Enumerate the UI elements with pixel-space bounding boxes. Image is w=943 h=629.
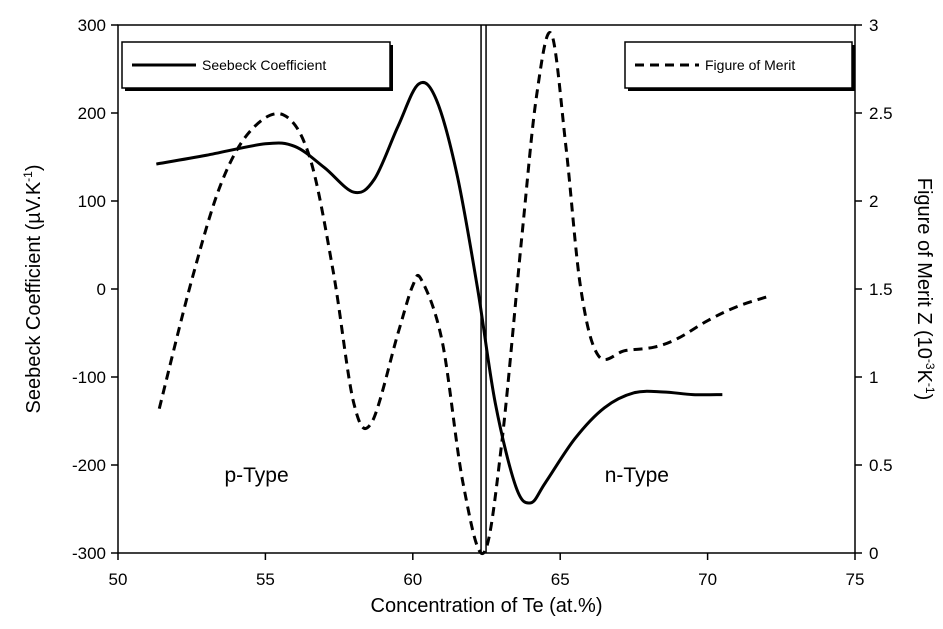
y2-tick-label: 2: [869, 192, 878, 211]
legend-seebeck-coefficient: Seebeck Coefficient: [121, 41, 393, 91]
y2-axis-title-unit: (10: [913, 330, 935, 359]
y-tick-label: 0: [97, 280, 106, 299]
y2-tick-label: 2.5: [869, 104, 893, 123]
y-tick-label: -100: [72, 368, 106, 387]
x-tick-label: 55: [256, 570, 275, 589]
region-label-p-type: p-Type: [224, 464, 288, 487]
y2-axis-title: Figure of Merit Z (10-3K-1): [913, 178, 937, 401]
y-axis-title-exponent: -1: [21, 171, 35, 182]
y-axis-title-name: Seebeck Coefficient: [23, 236, 45, 414]
y2-axis-title-exponent-2: -1: [923, 383, 937, 394]
y-axis-title-unit-close: ): [23, 164, 45, 171]
x-tick-label: 65: [551, 570, 570, 589]
y-tick-label: -300: [72, 544, 106, 563]
legend-box: [624, 41, 853, 89]
y2-tick-label: 1: [869, 368, 878, 387]
x-tick-label: 75: [846, 570, 865, 589]
series-line-seebeck-coefficient: [156, 80, 723, 505]
y-tick-label: 200: [78, 104, 106, 123]
legend-label: Figure of Merit: [705, 57, 795, 73]
y-tick-label: -200: [72, 456, 106, 475]
y-axis-title: Seebeck Coefficient (µV.K-1): [21, 164, 45, 413]
x-tick-label: 50: [109, 570, 128, 589]
y2-axis-title-exponent-1: -3: [923, 359, 937, 370]
y-tick-label: 300: [78, 16, 106, 35]
y-axis-title-unit: (µV.K: [23, 181, 45, 230]
y2-tick-label: 0.5: [869, 456, 893, 475]
y2-axis-title-unit-close: ): [913, 394, 935, 401]
x-tick-label: 70: [698, 570, 717, 589]
x-tick-label: 60: [403, 570, 422, 589]
y2-tick-label: 3: [869, 16, 878, 35]
y2-tick-label: 1.5: [869, 280, 893, 299]
x-axis-title: Concentration of Te (at.%): [371, 595, 603, 617]
series-line-figure-of-merit: [157, 30, 770, 555]
region-label-n-type: n-Type: [605, 464, 669, 487]
y2-axis-title-name: Figure of Merit Z: [913, 178, 935, 325]
legend-label: Seebeck Coefficient: [202, 57, 326, 73]
y2-tick-label: 0: [869, 544, 878, 563]
y-tick-label: 100: [78, 192, 106, 211]
legend-figure-of-merit: Figure of Merit: [624, 41, 855, 91]
y2-axis-title-unit-k: K: [913, 370, 935, 384]
